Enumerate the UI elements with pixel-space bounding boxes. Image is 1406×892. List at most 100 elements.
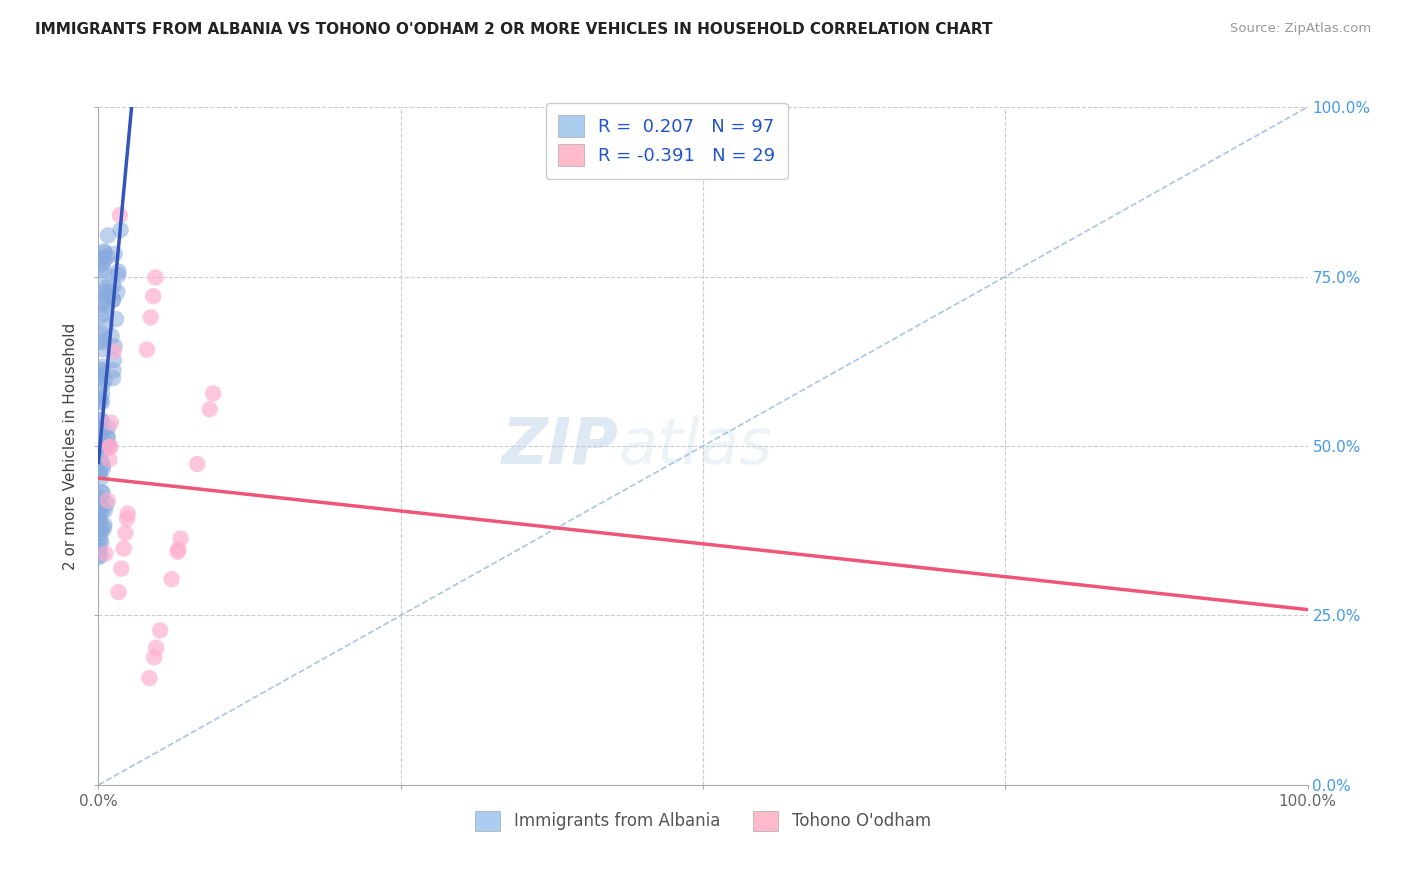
Point [93,521,115,535]
Point [90,454,112,468]
Point [139,310,162,325]
Point [97,228,120,243]
Point [89,515,111,529]
Point [93,263,115,277]
Point [89,494,111,508]
Point [166,545,188,559]
Point [89,439,111,453]
Point [91,387,114,401]
Point [114,525,136,540]
Point [93,245,115,260]
Point [98,439,121,453]
Point [87,500,110,514]
Point [91,461,114,475]
Point [101,371,124,385]
Text: Source: ZipAtlas.com: Source: ZipAtlas.com [1230,22,1371,36]
Point [202,386,225,401]
Point [136,343,159,357]
Point [89,522,111,536]
Point [90,368,112,382]
Text: IMMIGRANTS FROM ALBANIA VS TOHONO O'ODHAM 2 OR MORE VEHICLES IN HOUSEHOLD CORREL: IMMIGRANTS FROM ALBANIA VS TOHONO O'ODHA… [35,22,993,37]
Point [107,264,129,278]
Point [101,293,124,307]
Point [89,461,111,475]
Point [91,444,114,458]
Point [103,363,125,377]
Point [108,208,131,222]
Point [89,442,111,456]
Point [97,493,120,508]
Point [96,280,118,294]
Point [145,640,167,655]
Point [90,370,112,384]
Point [97,429,120,443]
Point [89,542,111,557]
Point [112,541,135,556]
Point [96,285,118,299]
Point [138,671,160,685]
Point [90,326,112,340]
Point [167,542,190,557]
Point [87,499,110,513]
Point [89,494,111,508]
Y-axis label: 2 or more Vehicles in Household: 2 or more Vehicles in Household [63,322,79,570]
Point [87,542,110,557]
Point [149,624,172,638]
Point [186,457,208,471]
Point [90,310,112,324]
Point [91,379,114,393]
Point [91,359,114,374]
Point [98,452,121,467]
Point [90,525,112,540]
Point [160,572,183,586]
Point [93,295,115,310]
Point [91,342,114,356]
Point [90,535,112,549]
Point [90,504,112,518]
Point [107,268,129,282]
Point [91,458,114,473]
Point [96,497,118,511]
Point [87,550,110,565]
Point [89,392,111,406]
Point [89,394,111,409]
Point [87,508,110,522]
Point [96,288,118,302]
Point [170,532,193,546]
Point [104,247,127,261]
Point [90,521,112,535]
Point [103,278,125,293]
Point [90,548,112,562]
Point [103,343,125,358]
Point [93,306,115,320]
Point [143,650,166,665]
Point [91,363,114,377]
Point [94,503,117,517]
Point [90,364,112,378]
Point [96,298,118,312]
Point [90,471,112,485]
Point [93,517,115,532]
Point [107,585,129,599]
Point [93,244,115,259]
Point [145,270,167,285]
Point [91,486,114,500]
Point [101,293,124,307]
Point [93,251,115,265]
Point [89,499,111,513]
Point [93,423,115,437]
Point [93,434,115,448]
Point [110,562,132,576]
Point [89,465,111,479]
Point [87,513,110,527]
Point [100,416,122,430]
Point [110,223,132,237]
Point [89,490,111,504]
Point [90,456,112,470]
Text: ZIP: ZIP [502,415,619,477]
Point [142,289,165,303]
Point [93,268,115,282]
Point [97,420,120,434]
Point [105,312,128,326]
Point [117,507,139,521]
